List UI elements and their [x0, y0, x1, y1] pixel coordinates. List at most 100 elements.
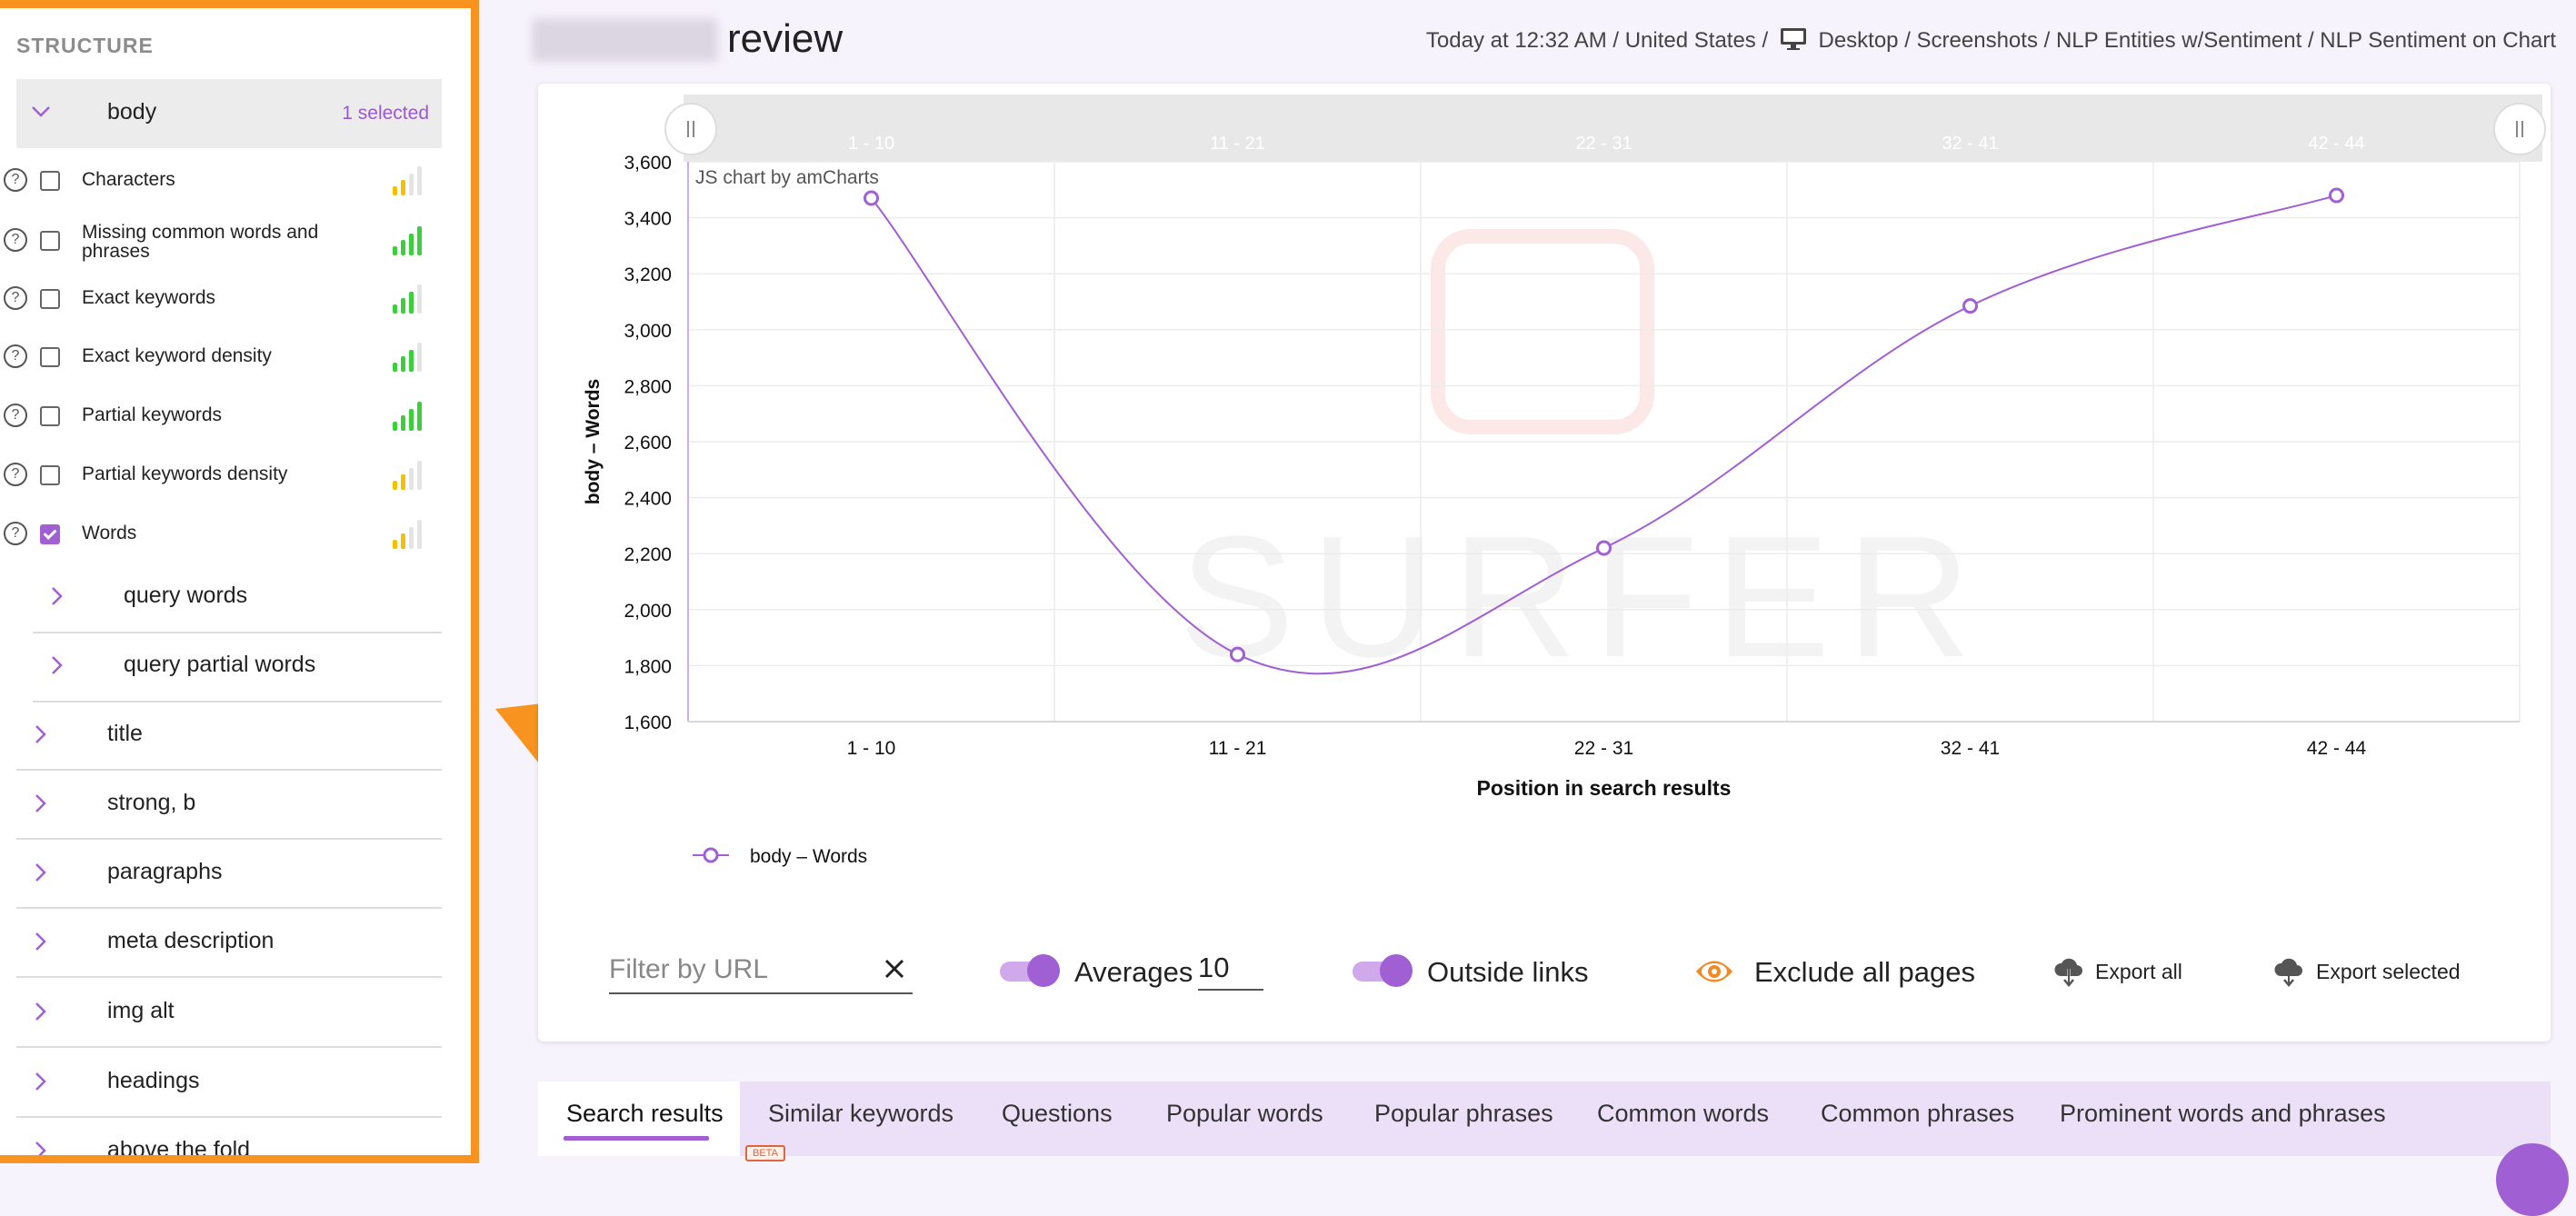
chevron-right-icon	[29, 861, 51, 884]
data-point[interactable]	[1596, 540, 1612, 556]
help-icon[interactable]: ?	[4, 404, 27, 427]
y-tick-label: 2,800	[624, 376, 672, 397]
y-tick-label: 3,000	[624, 321, 672, 342]
metric-row[interactable]: ? Words	[0, 520, 436, 576]
chevron-down-icon	[29, 99, 53, 123]
grip-handle	[664, 103, 717, 155]
signal-strength-icon	[393, 398, 431, 431]
help-icon[interactable]: ?	[4, 228, 27, 252]
metric-row[interactable]: ? Partial keywords density	[0, 461, 436, 517]
section-label: meta description	[107, 928, 275, 953]
tab-search-results[interactable]: Search results	[566, 1100, 724, 1127]
breadcrumb: Today at 12:32 AM / United States / Desk…	[1426, 27, 2556, 57]
tab-prominent-words-and-phrases[interactable]: Prominent words and phrases	[2060, 1100, 2386, 1127]
averages-label: Averages	[1074, 956, 1193, 988]
metric-checkbox[interactable]	[40, 465, 60, 485]
metric-checkbox[interactable]	[40, 289, 60, 309]
blurred-project-name	[532, 18, 718, 62]
subsection-query-partial-words[interactable]: query partial words	[33, 632, 442, 703]
line-chart[interactable]: SURFER 1 - 10 11 - 21 22 - 31 32 - 41 42 - 44…	[538, 84, 2551, 1042]
metric-checkbox[interactable]	[40, 347, 60, 367]
x-tick-label: 22 - 31	[1574, 738, 1633, 759]
cloud-download-icon[interactable]	[2272, 954, 2305, 992]
legend-marker	[703, 847, 719, 863]
tab-common-phrases[interactable]: Common phrases	[1821, 1100, 2015, 1127]
section-body[interactable]: body 1 selected	[16, 79, 442, 148]
section-strong-b[interactable]: strong, b	[16, 770, 442, 840]
chat-bubble-button[interactable]	[2496, 1143, 2569, 1216]
metric-checkbox[interactable]	[40, 406, 60, 426]
scrollbar-label: 32 - 41	[1942, 134, 1998, 154]
y-tick-label: 2,400	[624, 489, 672, 510]
sidebar-title: STRUCTURE	[16, 34, 154, 57]
data-point[interactable]	[1962, 298, 1978, 314]
metric-row[interactable]: ? Exact keywords	[0, 284, 436, 341]
tab-popular-words[interactable]: Popular words	[1166, 1100, 1323, 1127]
tab-similar-keywords[interactable]: Similar keywords	[768, 1100, 954, 1127]
section-above-the-fold[interactable]: above the fold	[16, 1117, 442, 1162]
y-tick-label: 3,400	[624, 209, 672, 230]
help-icon[interactable]: ?	[4, 168, 27, 192]
cloud-download-icon[interactable]	[2052, 954, 2085, 992]
tab-questions[interactable]: Questions	[1002, 1100, 1113, 1127]
metric-checkbox[interactable]	[40, 231, 60, 251]
chevron-right-icon	[29, 792, 51, 815]
scrollbar-grip[interactable]	[2493, 103, 2546, 155]
filter-by-url-input[interactable]	[609, 947, 913, 994]
subsection-label: query partial words	[124, 652, 316, 677]
data-point[interactable]	[864, 190, 879, 206]
close-icon[interactable]	[884, 958, 905, 984]
breadcrumb-path[interactable]: Desktop / Screenshots / NLP Entities w/S…	[1818, 28, 2556, 53]
data-point[interactable]	[2329, 187, 2344, 204]
metric-row[interactable]: ? Exact keyword density	[0, 343, 436, 399]
data-point[interactable]	[1230, 646, 1245, 663]
metric-label: Partial keywords density	[82, 463, 288, 484]
section-label: title	[107, 721, 143, 746]
help-icon[interactable]: ?	[4, 286, 27, 310]
outside-links-toggle[interactable]	[1353, 954, 1413, 987]
section-headings[interactable]: headings	[16, 1048, 442, 1118]
x-axis-title: Position in search results	[1477, 776, 1732, 800]
metric-label: Partial keywords	[82, 404, 223, 425]
beta-badge: BETA	[745, 1145, 785, 1161]
section-img-alt[interactable]: img alt	[16, 978, 442, 1048]
section-paragraphs[interactable]: paragraphs	[16, 839, 442, 909]
subsection-query-words[interactable]: query words	[33, 563, 442, 633]
signal-strength-icon	[393, 457, 431, 490]
help-icon[interactable]: ?	[4, 344, 27, 368]
averages-count-input[interactable]	[1198, 947, 1263, 991]
metric-checkbox[interactable]	[40, 524, 60, 544]
help-icon[interactable]: ?	[4, 463, 27, 486]
scrollbar-grip[interactable]	[664, 103, 717, 155]
chart-scrollbar	[684, 95, 2542, 162]
grip-handle	[2493, 103, 2546, 155]
averages-toggle[interactable]	[1000, 954, 1060, 987]
export-selected-button[interactable]: Export selected	[2316, 960, 2461, 983]
help-icon[interactable]: ?	[4, 522, 27, 545]
signal-strength-icon	[393, 163, 431, 195]
exclude-all-pages-label[interactable]: Exclude all pages	[1754, 956, 1975, 988]
chevron-right-icon	[29, 930, 51, 953]
section-meta-description[interactable]: meta description	[16, 908, 442, 978]
section-title[interactable]: title	[16, 701, 442, 771]
metric-row[interactable]: ? Characters	[0, 166, 436, 223]
chevron-right-icon	[45, 584, 67, 608]
metric-row[interactable]: ? Missing common words and phrases	[0, 223, 436, 283]
metric-label: Exact keywords	[82, 287, 216, 308]
section-label: above the fold	[107, 1137, 251, 1162]
metric-checkbox[interactable]	[40, 171, 60, 191]
active-tab-background	[538, 1081, 740, 1156]
structure-sidebar: STRUCTURE body 1 selected ? Characters? Mi…	[0, 0, 479, 1163]
section-label: paragraphs	[107, 859, 223, 884]
chevron-right-icon	[29, 723, 51, 746]
tab-popular-phrases[interactable]: Popular phrases	[1374, 1100, 1553, 1127]
export-all-button[interactable]: Export all	[2095, 960, 2182, 983]
scrollbar-label: 22 - 31	[1575, 134, 1632, 154]
scrollbar-label: 1 - 10	[848, 134, 894, 154]
breadcrumb-meta: Today at 12:32 AM / United States /	[1425, 28, 1769, 53]
section-label: img alt	[107, 998, 175, 1023]
eye-icon[interactable]	[1694, 956, 1734, 992]
metric-row[interactable]: ? Partial keywords	[0, 402, 436, 458]
tab-common-words[interactable]: Common words	[1597, 1100, 1770, 1127]
chevron-right-icon	[29, 1070, 51, 1093]
